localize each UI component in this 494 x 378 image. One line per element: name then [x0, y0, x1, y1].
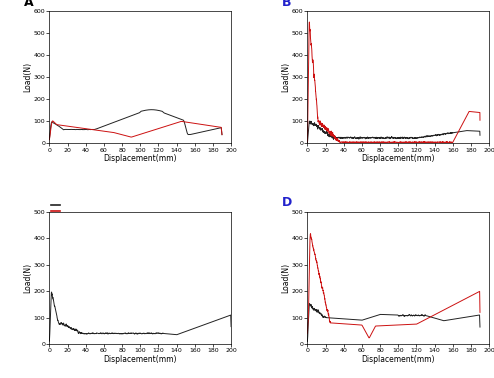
Y-axis label: Load(N): Load(N)	[281, 62, 290, 92]
Y-axis label: Load(N): Load(N)	[23, 263, 32, 293]
Text: D: D	[282, 196, 292, 209]
X-axis label: Displacement(mm): Displacement(mm)	[362, 355, 435, 364]
Text: B: B	[282, 0, 291, 9]
Y-axis label: Load(N): Load(N)	[281, 263, 290, 293]
X-axis label: Displacement(mm): Displacement(mm)	[103, 154, 177, 163]
Y-axis label: Load(N): Load(N)	[23, 62, 32, 92]
Text: A: A	[24, 0, 34, 9]
X-axis label: Displacement(mm): Displacement(mm)	[103, 355, 177, 364]
X-axis label: Displacement(mm): Displacement(mm)	[362, 154, 435, 163]
